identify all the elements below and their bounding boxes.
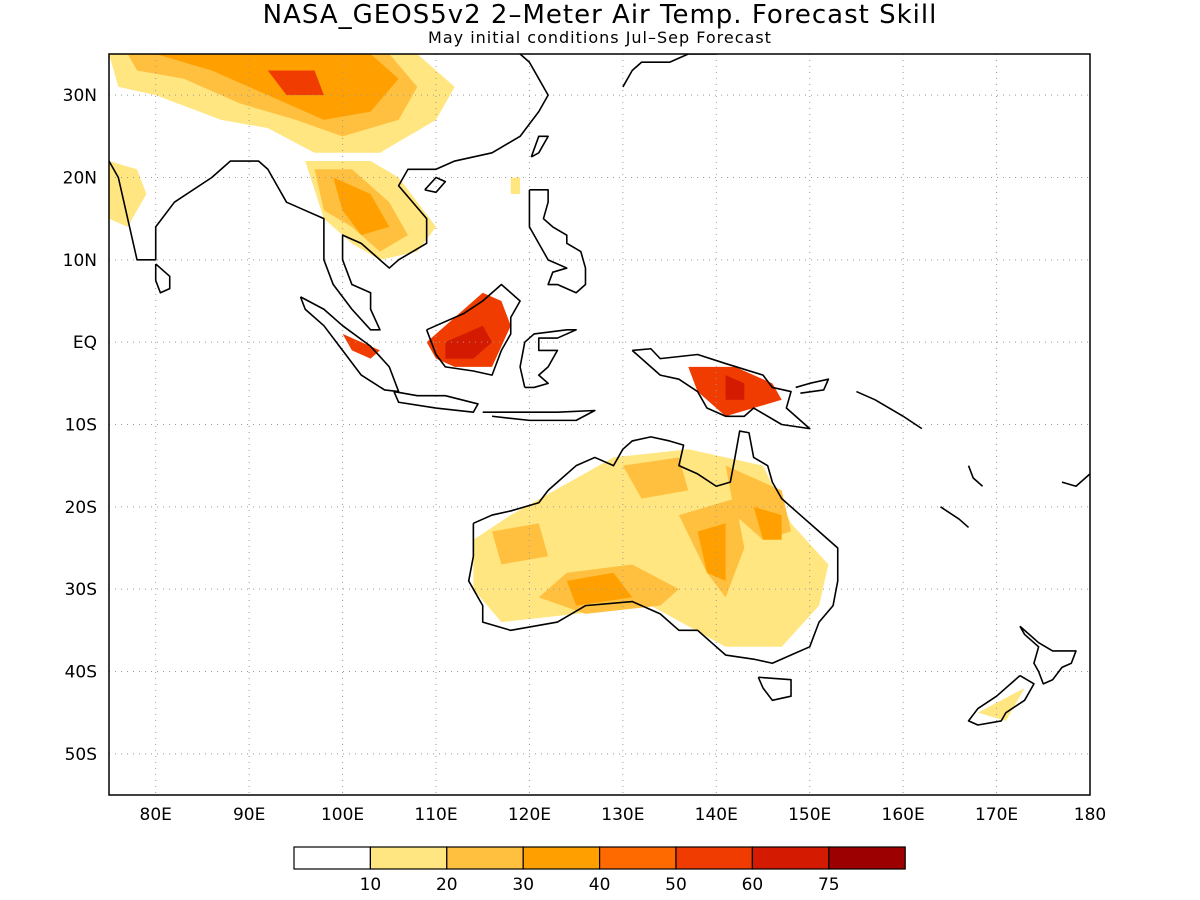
skill-area-30-40: [697, 523, 726, 581]
coastline-segment: [528, 189, 587, 294]
lon-tick-label: 130E: [601, 805, 644, 825]
coastline-segment: [425, 283, 521, 376]
lat-tick-label: 40S: [65, 663, 97, 683]
skill-area-30-40: [333, 177, 390, 236]
lon-tick-label: 120E: [508, 805, 551, 825]
lon-tick-label: 140E: [695, 805, 738, 825]
skill-area-60-75: [725, 375, 745, 400]
lat-tick-label: 10S: [65, 416, 97, 436]
chart-subtitle: May initial conditions Jul–Sep Forecast: [428, 28, 772, 47]
coastline-segment: [530, 135, 549, 158]
coastline-segment: [424, 176, 447, 194]
lat-tick-label: 20S: [65, 498, 97, 518]
lon-tick-label: 110E: [414, 805, 457, 825]
lon-tick-label: 170E: [975, 805, 1018, 825]
skill-area-50-60: [267, 70, 324, 96]
coastline-segment: [1019, 625, 1077, 685]
colorbar-label: 20: [436, 875, 458, 895]
lat-tick-label: 50S: [65, 745, 97, 765]
colorbar-swatch: [828, 846, 906, 870]
colorbar-swatch: [675, 846, 754, 870]
lat-lon-grid: [109, 54, 1090, 795]
coastline-segment: [1061, 473, 1090, 488]
colorbar-swatch: [446, 846, 524, 870]
coastline-segment: [967, 674, 1035, 726]
coastline-segment: [795, 378, 830, 395]
colorbar: 10 20 30 40 50 60 75: [293, 846, 906, 895]
skill-area-20-30: [492, 523, 549, 565]
skill-area-30-40: [155, 54, 399, 120]
skill-area-10-20: [510, 177, 521, 194]
coastline-segment: [109, 54, 549, 331]
skill-area-20-30: [622, 457, 689, 499]
colorbar-swatch: [369, 846, 448, 870]
colorbar-label: 60: [742, 875, 764, 895]
map-frame: [108, 53, 1091, 796]
skill-area-10-20: [977, 687, 1025, 721]
coastlines: [109, 54, 1090, 726]
coastline-segment: [856, 390, 923, 430]
chart-title: NASA_GEOS5v2 2–Meter Air Temp. Forecast …: [262, 0, 938, 30]
lat-tick-label: 30N: [63, 86, 97, 106]
coastline-segment: [631, 347, 811, 430]
lon-tick-label: 90E: [233, 805, 265, 825]
coastline-segment: [519, 329, 577, 389]
coastline-segment: [393, 390, 479, 413]
colorbar-label: 75: [818, 875, 840, 895]
coastline-segment: [482, 409, 596, 422]
skill-area-60-75: [445, 325, 493, 359]
lat-tick-label: 10N: [63, 251, 97, 271]
coastline-segment: [622, 54, 717, 88]
longitude-tick-labels: 80E 90E 100E 110E 120E 130E 140E 150E 160E 170E 18…: [140, 805, 1107, 825]
coastline-segment: [467, 430, 839, 665]
colorbar-label: 40: [589, 875, 611, 895]
lon-tick-label: 180: [1074, 805, 1106, 825]
colorbar-label: 50: [665, 875, 687, 895]
skill-area-30-40: [753, 506, 782, 540]
coastline-segment: [299, 296, 400, 393]
skill-area-30-40: [566, 572, 633, 606]
skill-area-50-60: [342, 333, 380, 359]
coastline-segment: [757, 676, 792, 702]
colorbar-swatch: [598, 846, 677, 870]
lat-tick-label: 20N: [63, 169, 97, 189]
colorbar-label: 10: [360, 875, 382, 895]
coastline-segment: [940, 506, 970, 529]
colorbar-swatch: [522, 846, 601, 870]
lon-tick-label: 160E: [882, 805, 925, 825]
lat-tick-label: 30S: [65, 580, 97, 600]
colorbar-swatch: [751, 846, 830, 870]
colorbar-label: 30: [512, 875, 534, 895]
skill-shading: [109, 54, 1025, 721]
lon-tick-label: 100E: [321, 805, 364, 825]
lon-tick-label: 150E: [788, 805, 831, 825]
coastline-segment: [967, 465, 984, 487]
coastline-segment: [154, 263, 171, 294]
lat-tick-label: EQ: [73, 333, 97, 353]
colorbar-swatch: [293, 846, 372, 870]
latitude-tick-labels: 30N 20N 10N EQ 10S 20S 30S 40S 50S: [63, 86, 97, 765]
lon-tick-label: 80E: [140, 805, 172, 825]
